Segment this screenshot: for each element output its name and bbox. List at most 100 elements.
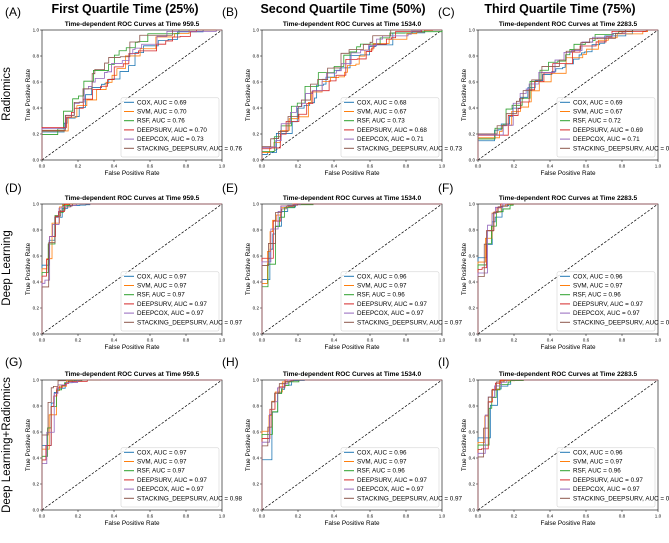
x-tick-label: 0.8 — [619, 514, 626, 519]
legend-frame — [340, 271, 440, 332]
panel-letter: (A) — [5, 5, 21, 19]
y-tick-label: 0.2 — [469, 482, 476, 487]
figure-headers: First Quartile Time (25%) Second Quartil… — [1, 2, 636, 513]
chance-diagonal-line — [477, 29, 659, 161]
y-tick-label: 0.0 — [469, 332, 476, 337]
legend-entry: COX, AUC = 0.97 — [137, 273, 187, 280]
chance-diagonal-line — [41, 379, 223, 511]
y-tick-label: 0.8 — [33, 228, 40, 233]
roc-curve-stacking-deepsurv — [261, 379, 442, 510]
y-tick-label: 0.8 — [33, 404, 40, 409]
legend-frame — [120, 447, 220, 508]
x-tick-label: 0.6 — [583, 338, 590, 343]
x-tick-label: 1.0 — [655, 514, 662, 519]
panel-i: (I) Time-dependent ROC Curves at Time 228… — [438, 355, 669, 527]
y-tick-label: 0.0 — [253, 332, 260, 337]
y-tick-label: 0.4 — [253, 456, 260, 461]
x-tick-label: 0.2 — [75, 338, 82, 343]
y-axis-label: True Positive Rate — [461, 418, 468, 471]
y-tick-label: 0.0 — [469, 158, 476, 163]
x-axis-label: False Positive Rate — [540, 520, 595, 527]
legend-entry: SVM, AUC = 0.97 — [357, 283, 407, 290]
x-tick-label: 1.0 — [439, 164, 446, 169]
y-tick-label: 1.0 — [253, 378, 260, 383]
legend: COX, AUC = 0.68 SVM, AUC = 0.67 RSF, AUC =… — [340, 97, 463, 158]
panel-letter: (F) — [438, 181, 453, 195]
x-axis-label: False Positive Rate — [540, 344, 595, 351]
column-title-first-quartile: First Quartile Time (25%) — [51, 2, 198, 16]
x-tick-label: 0.2 — [295, 338, 302, 343]
y-tick-label: 0.4 — [469, 106, 476, 111]
legend-entry: DEEPCOX, AUC = 0.73 — [137, 136, 204, 143]
panel-letter: (I) — [438, 355, 449, 369]
legend-entry: DEEPCOX, AUC = 0.71 — [357, 136, 424, 143]
chance-diagonal-line — [41, 29, 223, 161]
y-axis-label: True Positive Rate — [25, 242, 32, 295]
y-tick-label: 0.2 — [253, 482, 260, 487]
y-tick-label: 0.6 — [33, 254, 40, 259]
x-tick-label: 0.4 — [111, 338, 118, 343]
legend-entry: DEEPSURV, AUC = 0.70 — [137, 127, 207, 134]
legend-entry: DEEPSURV, AUC = 0.97 — [573, 301, 643, 308]
legend-entry: STACKING_DEEPSURV, AUC = 0.72 — [573, 145, 669, 152]
x-tick-label: 0.4 — [547, 338, 554, 343]
panel-a: (A) Time-dependent ROC Curves at Time 959… — [5, 5, 243, 177]
panel-title: Time-dependent ROC Curves at Time 2283.5 — [499, 371, 638, 378]
x-tick-label: 0.6 — [583, 514, 590, 519]
legend: COX, AUC = 0.96 SVM, AUC = 0.97 RSF, AUC =… — [556, 447, 669, 508]
panel-title: Time-dependent ROC Curves at Time 959.5 — [65, 195, 200, 202]
x-tick-label: 0.0 — [39, 164, 46, 169]
roc-curve-rsf — [477, 203, 658, 334]
x-tick-label: 0.8 — [619, 164, 626, 169]
y-tick-label: 0.2 — [253, 306, 260, 311]
panels-container: (A) Time-dependent ROC Curves at Time 959… — [5, 5, 669, 527]
x-tick-label: 0.4 — [547, 514, 554, 519]
x-tick-label: 0.8 — [403, 338, 410, 343]
y-tick-label: 1.0 — [33, 28, 40, 33]
y-tick-label: 0.4 — [33, 106, 40, 111]
roc-curve-stacking-deepsurv — [477, 379, 658, 510]
legend: COX, AUC = 0.97 SVM, AUC = 0.97 RSF, AUC =… — [120, 271, 243, 332]
x-tick-label: 0.8 — [183, 514, 190, 519]
roc-curve-rsf — [261, 203, 442, 334]
roc-curve-rsf — [261, 30, 443, 160]
x-tick-label: 0.6 — [147, 164, 154, 169]
y-tick-label: 0.4 — [253, 280, 260, 285]
legend-entry: DEEPSURV, AUC = 0.97 — [137, 301, 207, 308]
x-tick-label: 0.8 — [619, 338, 626, 343]
panel-letter: (G) — [5, 355, 22, 369]
legend-entry: RSF, AUC = 0.96 — [573, 292, 621, 299]
y-tick-label: 1.0 — [253, 28, 260, 33]
legend-entry: DEEPCOX, AUC = 0.97 — [573, 486, 640, 493]
y-tick-label: 0.6 — [253, 254, 260, 259]
legend-entry: STACKING_DEEPSURV, AUC = 0.76 — [137, 145, 243, 152]
y-tick-label: 0.0 — [253, 508, 260, 513]
chance-diagonal-line — [477, 203, 659, 335]
roc-curve-stacking-deepsurv — [477, 203, 658, 334]
chance-diagonal-line — [261, 29, 443, 161]
x-tick-label: 0.0 — [259, 514, 266, 519]
x-tick-label: 0.4 — [331, 164, 338, 169]
roc-curve-stacking-deepsurv — [261, 29, 442, 160]
x-tick-label: 0.2 — [75, 164, 82, 169]
legend-entry: RSF, AUC = 0.73 — [357, 118, 405, 125]
y-tick-label: 0.0 — [33, 158, 40, 163]
legend-entry: STACKING_DEEPSURV, AUC = 0.98 — [137, 495, 243, 502]
legend-entry: STACKING_DEEPSURV, AUC = 0.97 — [573, 319, 669, 326]
x-tick-label: 0.2 — [511, 338, 518, 343]
row-title-deep-learning-radiomics: Deep Learning+Radiomics — [1, 377, 13, 513]
row-title-deep-learning: Deep Learning — [1, 230, 13, 305]
y-axis-label: True Positive Rate — [245, 68, 252, 121]
legend-entry: DEEPCOX, AUC = 0.97 — [357, 486, 424, 493]
y-tick-label: 0.8 — [253, 404, 260, 409]
legend-entry: STACKING_DEEPSURV, AUC = 0.97 — [357, 495, 463, 502]
legend-entry: SVM, AUC = 0.97 — [357, 459, 407, 466]
y-tick-label: 0.0 — [469, 508, 476, 513]
legend: COX, AUC = 0.69 SVM, AUC = 0.67 RSF, AUC =… — [556, 97, 669, 158]
x-tick-label: 0.4 — [331, 514, 338, 519]
x-tick-label: 0.6 — [583, 164, 590, 169]
y-tick-label: 0.4 — [469, 280, 476, 285]
y-tick-label: 0.2 — [469, 306, 476, 311]
legend-entry: SVM, AUC = 0.97 — [137, 459, 187, 466]
